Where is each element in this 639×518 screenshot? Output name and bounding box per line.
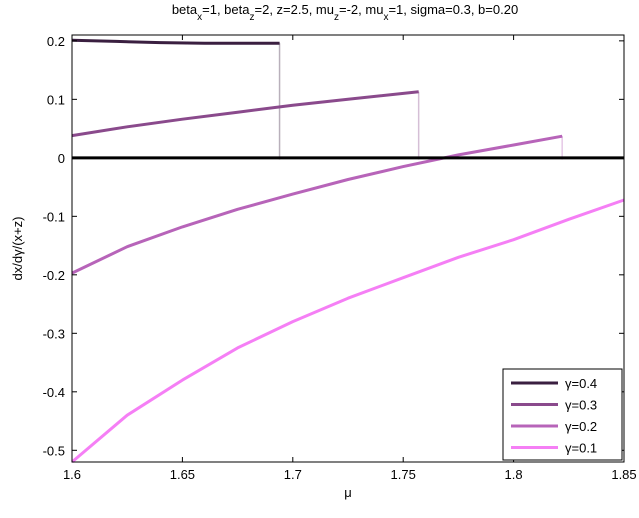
y-tick-label: -0.3 (43, 326, 65, 341)
y-tick-label: -0.5 (43, 443, 65, 458)
series-line-4 (71, 198, 625, 464)
x-axis-label: μ (344, 485, 352, 500)
x-tick-label: 1.7 (284, 467, 302, 482)
legend-label-4: γ=0.1 (565, 441, 597, 456)
y-tick-label: 0 (58, 151, 65, 166)
y-tick-label: 0.2 (47, 34, 65, 49)
legend-label-1: γ=0.4 (565, 376, 597, 391)
x-axis-ticks: 1.6 1.65 1.7 1.75 1.8 1.85 (63, 35, 637, 482)
y-tick-label: -0.2 (43, 268, 65, 283)
y-axis-ticks: 0.2 0.1 0 -0.1 -0.2 -0.3 -0.4 -0.5 (43, 34, 624, 458)
x-tick-label: 1.8 (505, 467, 523, 482)
chart-title-text: betax=1, betaz=2, z=2.5, muz=-2, mux=1, … (172, 2, 518, 23)
legend: γ=0.4 γ=0.3 γ=0.2 γ=0.1 (502, 368, 623, 461)
series-line-1 (71, 38, 280, 45)
y-tick-label: -0.1 (43, 209, 65, 224)
y-tick-label: -0.4 (43, 385, 65, 400)
chart-title: betax=1, betaz=2, z=2.5, muz=-2, mux=1, … (172, 2, 518, 23)
series-line-2 (71, 90, 419, 138)
x-tick-label: 1.65 (170, 467, 195, 482)
plot-frame (71, 34, 625, 463)
x-tick-label: 1.75 (391, 467, 416, 482)
series-lines (71, 38, 625, 464)
y-tick-label: 0.1 (47, 92, 65, 107)
series-line-3 (71, 134, 563, 275)
legend-label-3: γ=0.2 (565, 419, 597, 434)
legend-label-2: γ=0.3 (565, 398, 597, 413)
x-tick-label: 1.85 (611, 467, 636, 482)
x-tick-label: 1.6 (63, 467, 81, 482)
y-axis-label: dx/dγ/(x+z) (10, 217, 25, 281)
